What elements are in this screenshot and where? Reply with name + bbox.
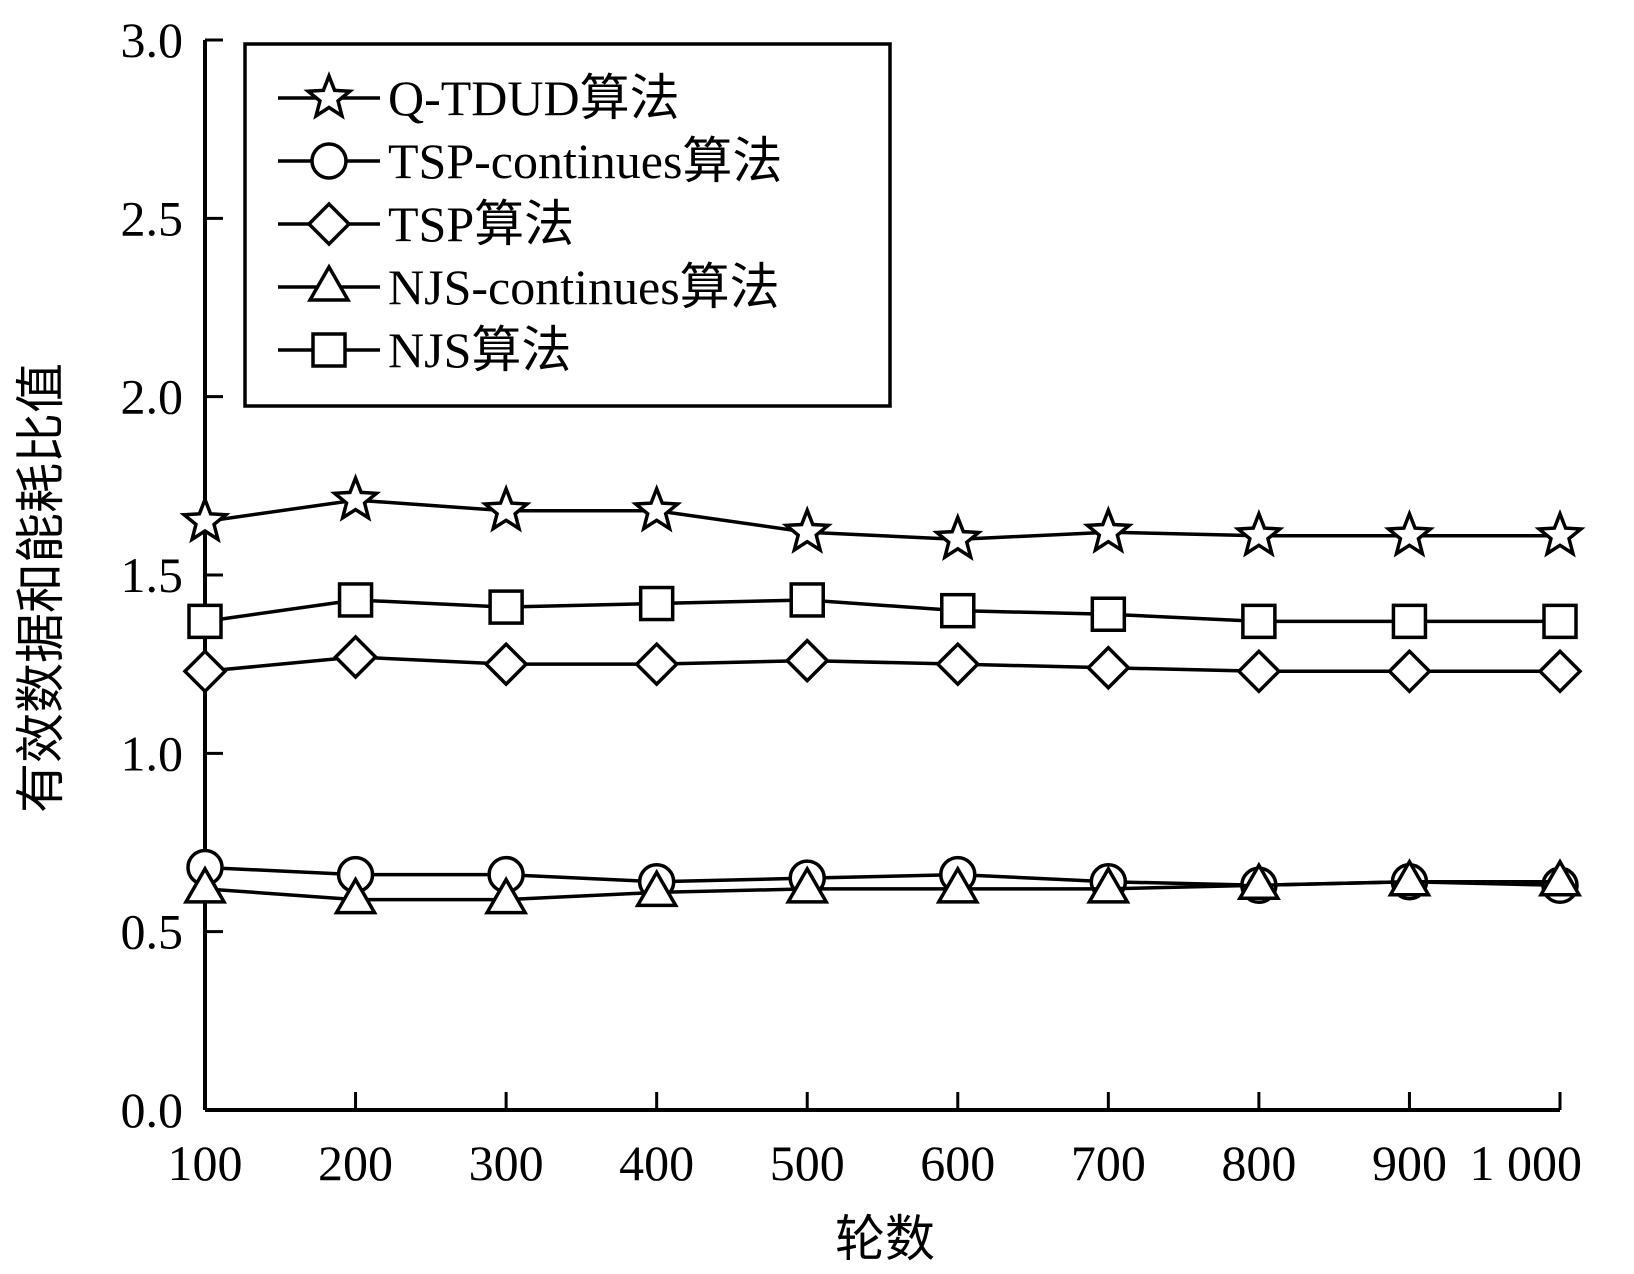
x-tick-label: 1 000 (1470, 1135, 1583, 1191)
y-tick-label: 0.0 (121, 1082, 184, 1138)
data-point (634, 641, 680, 687)
data-point (1085, 645, 1131, 691)
data-point (182, 865, 228, 904)
legend-marker-circle-icon (310, 142, 348, 180)
series-layer (179, 473, 1586, 915)
y-tick-label: 2.5 (121, 190, 184, 246)
data-point (1236, 861, 1281, 901)
data-point (932, 512, 984, 562)
series-line (204, 879, 1560, 902)
y-tick-label: 1.5 (121, 547, 184, 603)
data-point (1086, 865, 1131, 904)
data-point (488, 589, 524, 625)
data-point (187, 603, 223, 640)
data-point (1534, 508, 1586, 558)
data-point (1241, 603, 1277, 640)
legend-label: TSP算法 (388, 196, 574, 252)
legend: Q-TDUD算法 TSP-continues算法 TSP算法 NJS-continue… (243, 42, 892, 408)
legend-marker-star-icon (303, 71, 355, 120)
data-point (330, 473, 382, 522)
data-point (333, 634, 379, 680)
data-point (1386, 648, 1432, 694)
legend-label: NJS-continues算法 (388, 259, 780, 315)
data-point (483, 641, 529, 687)
x-tick-label: 700 (1071, 1135, 1146, 1191)
data-point (781, 505, 833, 554)
data-point (631, 483, 683, 533)
data-point (1383, 508, 1435, 558)
data-point (1236, 648, 1282, 694)
data-point (935, 865, 980, 904)
legend-item: TSP-continues算法 (278, 133, 782, 189)
legend-item: TSP算法 (278, 196, 574, 252)
x-tick-label: 800 (1221, 1135, 1296, 1191)
data-point (935, 641, 981, 687)
series-square (187, 582, 1578, 640)
y-tick-label: 1.0 (121, 725, 184, 781)
data-point (182, 648, 228, 694)
legend-label: NJS算法 (388, 322, 571, 378)
legend-label: Q-TDUD算法 (388, 70, 680, 126)
data-point (634, 868, 679, 908)
data-point (1391, 603, 1428, 640)
x-tick-label: 500 (770, 1135, 845, 1191)
legend-marker-diamond-icon (306, 201, 352, 247)
x-tick-label: 400 (619, 1135, 694, 1191)
series-line (204, 655, 1560, 674)
legend-item: Q-TDUD算法 (278, 70, 680, 126)
y-tick-label: 0.5 (121, 904, 184, 960)
data-point (1542, 603, 1578, 640)
data-point (1537, 858, 1583, 897)
x-tick-label: 300 (469, 1135, 544, 1191)
series-circle (186, 848, 1579, 905)
data-point (638, 585, 675, 622)
data-point (1090, 596, 1127, 632)
series-line (204, 598, 1560, 624)
y-tick-label: 3.0 (121, 12, 184, 68)
legend-marker-square-icon (311, 332, 347, 368)
legend-item: NJS-continues算法 (278, 259, 780, 315)
axes: 0.0 0.5 1.0 1.5 2.0 2.5 3.0 100 200 300 400 500 600 7… (121, 12, 1583, 1191)
data-point (1537, 648, 1583, 694)
x-tick-label: 900 (1372, 1135, 1447, 1191)
x-tick-label: 200 (318, 1135, 393, 1191)
x-tick-label: 600 (920, 1135, 995, 1191)
series-line (204, 498, 1560, 542)
x-axis-label: 轮数 (835, 1211, 935, 1267)
legend-item: NJS算法 (278, 322, 571, 378)
data-point (784, 638, 830, 684)
legend-marker-triangle-icon (306, 263, 352, 302)
series-star (179, 473, 1586, 562)
data-point (1082, 505, 1134, 554)
data-point (179, 494, 231, 544)
series-diamond (182, 634, 1583, 694)
data-point (333, 876, 378, 915)
series-triangle (182, 858, 1583, 915)
data-point (789, 582, 825, 618)
x-tick-label: 100 (168, 1135, 243, 1191)
y-tick-label: 2.0 (121, 369, 184, 425)
data-point (480, 483, 532, 533)
y-axis-label: 有效数据和能耗比值 (13, 363, 69, 813)
data-point (484, 876, 529, 915)
data-point (785, 865, 830, 904)
data-point (940, 592, 976, 629)
legend-label: TSP-continues算法 (388, 133, 782, 189)
data-point (337, 582, 374, 618)
data-point (1387, 858, 1432, 897)
data-point (1233, 508, 1285, 558)
